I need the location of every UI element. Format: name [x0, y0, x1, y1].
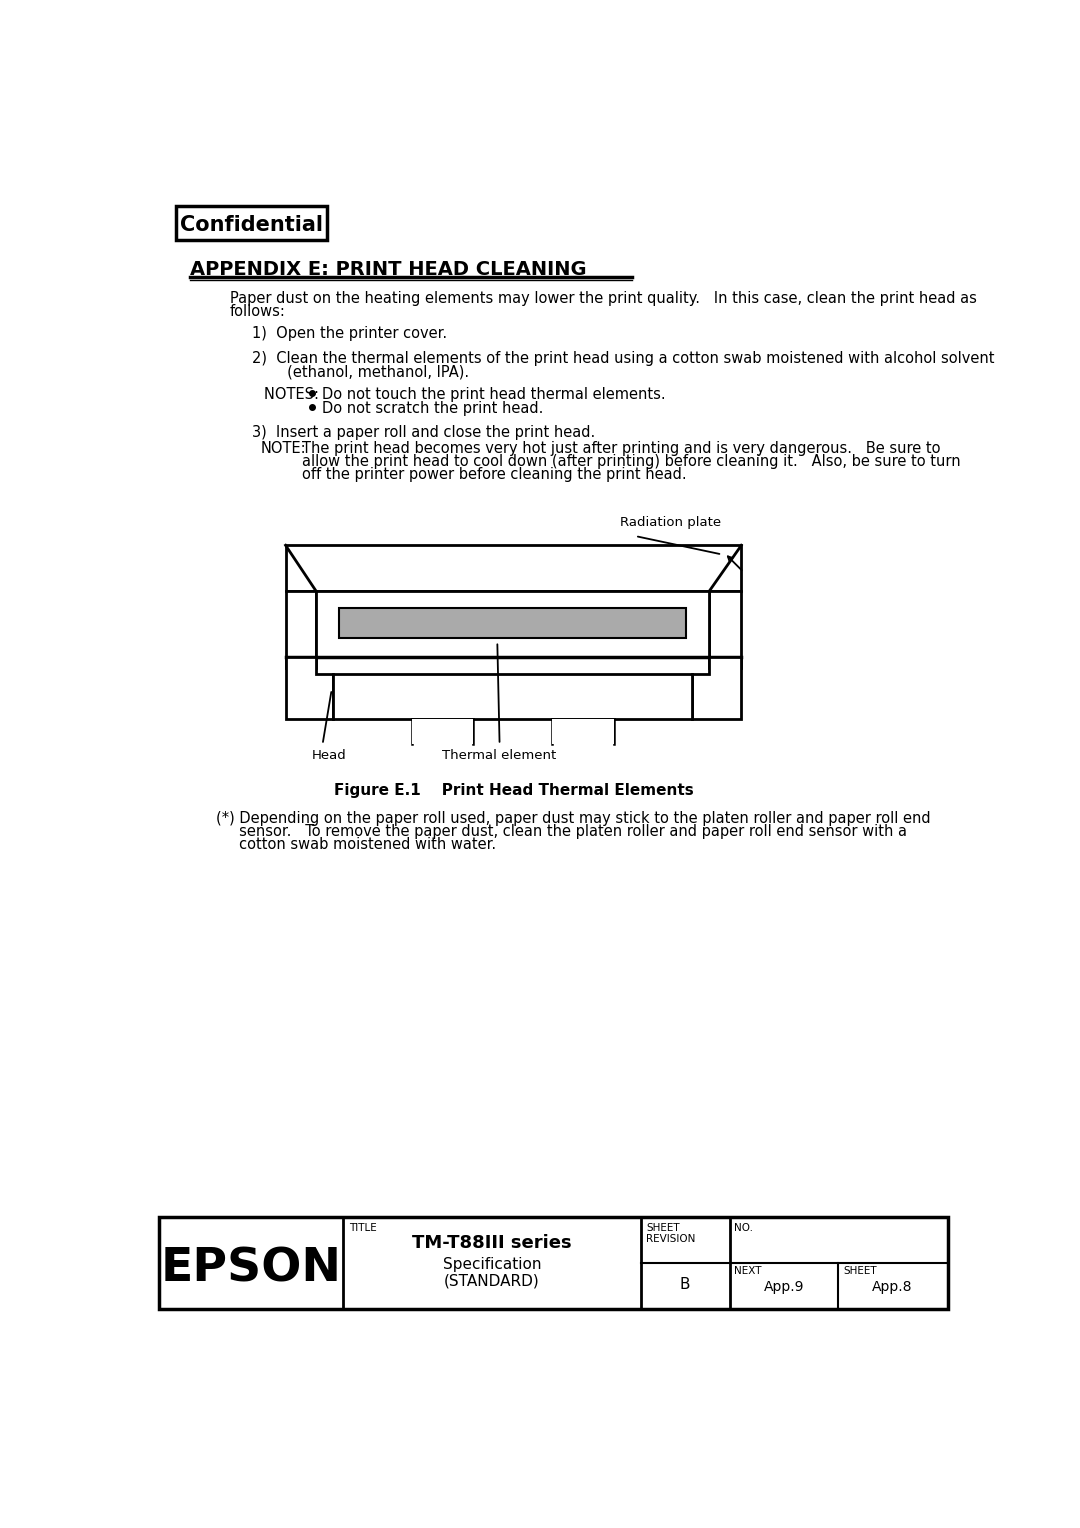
Bar [316, 591, 710, 657]
Bar [176, 206, 327, 240]
Text: REVISION: REVISION [646, 1233, 696, 1244]
Text: NOTES:: NOTES: [264, 388, 328, 402]
Text: Confidential: Confidential [180, 215, 323, 235]
Bar [710, 591, 741, 668]
Text: Paper dust on the heating elements may lower the print quality.   In this case, : Paper dust on the heating elements may l… [230, 292, 977, 306]
Text: Head: Head [311, 749, 346, 762]
Bar [159, 1216, 948, 1309]
Text: sensor.   To remove the paper dust, clean the platen roller and paper roll end s: sensor. To remove the paper dust, clean … [216, 824, 907, 839]
Text: EPSON: EPSON [161, 1247, 341, 1291]
Text: Thermal element: Thermal element [443, 749, 556, 762]
Text: 2)  Clean the thermal elements of the print head using a cotton swab moistened w: 2) Clean the thermal elements of the pri… [252, 351, 995, 367]
Text: NEXT: NEXT [734, 1267, 762, 1276]
Text: SHEET: SHEET [646, 1222, 679, 1233]
Text: (STANDARD): (STANDARD) [444, 1274, 540, 1288]
Text: (ethanol, methanol, IPA).: (ethanol, methanol, IPA). [264, 364, 469, 379]
Text: B: B [680, 1277, 690, 1291]
Text: Radiation plate: Radiation plate [620, 516, 720, 529]
Text: SHEET: SHEET [843, 1267, 877, 1276]
Text: NO.: NO. [734, 1222, 754, 1233]
Text: Figure E.1    Print Head Thermal Elements: Figure E.1 Print Head Thermal Elements [334, 784, 693, 798]
Bar [285, 591, 316, 668]
Polygon shape [285, 545, 741, 591]
Polygon shape [692, 657, 741, 718]
Text: The print head becomes very hot just after printing and is very dangerous.   Be : The print head becomes very hot just aft… [302, 442, 941, 457]
Text: (*) Depending on the paper roll used, paper dust may stick to the platen roller : (*) Depending on the paper roll used, pa… [216, 811, 931, 827]
Text: APPENDIX E: PRINT HEAD CLEANING: APPENDIX E: PRINT HEAD CLEANING [190, 260, 586, 280]
Text: TITLE: TITLE [349, 1222, 377, 1233]
Text: Specification: Specification [443, 1256, 541, 1271]
Text: follows:: follows: [230, 304, 286, 319]
Text: App.9: App.9 [764, 1280, 804, 1294]
Bar [339, 608, 686, 637]
Text: Do not touch the print head thermal elements.: Do not touch the print head thermal elem… [323, 388, 666, 402]
Text: 3)  Insert a paper roll and close the print head.: 3) Insert a paper roll and close the pri… [252, 425, 595, 440]
Text: 1)  Open the printer cover.: 1) Open the printer cover. [252, 325, 447, 341]
Text: cotton swab moistened with water.: cotton swab moistened with water. [216, 837, 497, 853]
Text: TM-T88III series: TM-T88III series [413, 1233, 571, 1251]
Text: allow the print head to cool down (after printing) before cleaning it.   Also, b: allow the print head to cool down (after… [302, 454, 961, 469]
Text: off the printer power before cleaning the print head.: off the printer power before cleaning th… [302, 468, 687, 483]
Text: Do not scratch the print head.: Do not scratch the print head. [323, 402, 544, 416]
Text: App.8: App.8 [872, 1280, 913, 1294]
Bar [334, 674, 692, 718]
Bar [411, 718, 473, 744]
Polygon shape [285, 657, 334, 718]
Text: NOTE:: NOTE: [261, 442, 307, 457]
Bar [552, 718, 613, 744]
